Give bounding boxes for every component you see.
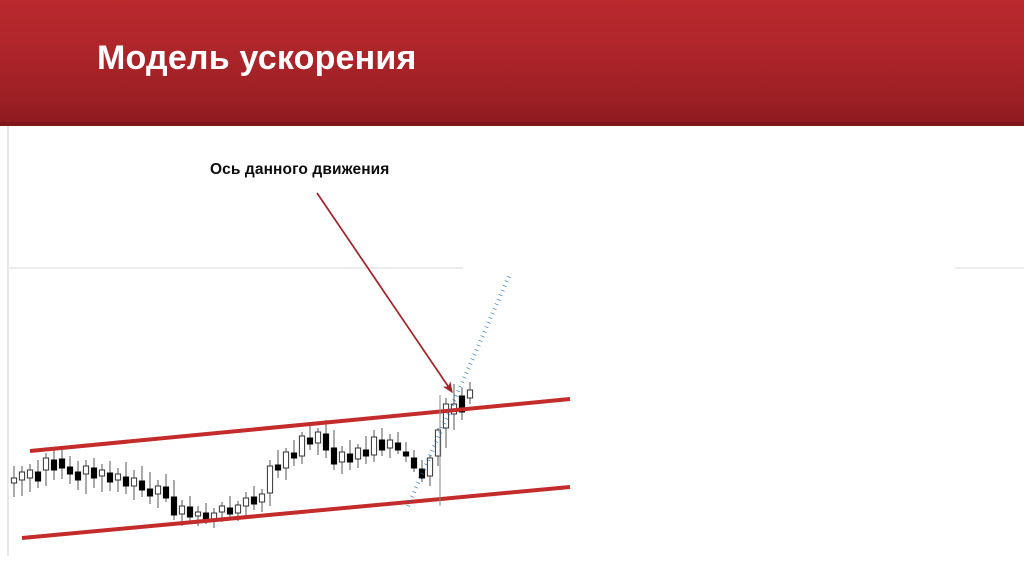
candle-body [34, 471, 42, 482]
candle-body [66, 466, 74, 475]
candle-body [162, 486, 170, 499]
candle-body [234, 504, 242, 514]
candle-body [58, 458, 66, 469]
candle-body [154, 485, 162, 495]
candle-body [298, 435, 306, 457]
candle-body [186, 506, 194, 518]
candle-body [266, 465, 274, 494]
candle-body [42, 457, 50, 471]
slide-header-banner [0, 0, 1024, 122]
candle-body [138, 480, 146, 491]
annotation-arrow-line [316, 192, 453, 394]
candle-body [346, 453, 354, 463]
candle-body [314, 431, 322, 444]
annotation-label: Ось данного движения [210, 161, 390, 178]
candle-body [458, 395, 466, 413]
candle-body [130, 477, 138, 487]
candle-body [362, 449, 370, 457]
candle-body [426, 457, 434, 477]
chart-area [0, 126, 1024, 574]
candle-body [242, 497, 250, 507]
candle-body [290, 452, 298, 459]
trend-channel [21, 397, 571, 540]
candle-body [170, 496, 178, 516]
candle-body [50, 459, 58, 471]
candle-body [194, 511, 202, 517]
channel-line-lower [21, 485, 571, 540]
candle-body [370, 436, 378, 456]
gridline-horizontal-right [955, 267, 1024, 269]
candle-body [394, 442, 402, 451]
candle-body [354, 447, 362, 460]
chart-left-edge [7, 126, 9, 556]
candle-body [10, 477, 18, 484]
candle-body [74, 471, 82, 481]
candlestick-series [10, 382, 474, 528]
channel-line-upper [29, 397, 571, 453]
candle-body [274, 464, 282, 471]
candle-body [258, 493, 266, 503]
candle-body [338, 451, 346, 463]
candle-body [410, 457, 418, 469]
acceleration-axis [406, 275, 511, 507]
candle-body [306, 437, 314, 445]
candle-body [106, 472, 114, 483]
candle-body [330, 447, 338, 465]
page-title: Модель ускорения [97, 39, 417, 77]
candle-body [226, 507, 234, 515]
candle-body [18, 471, 26, 481]
candle-body [114, 473, 122, 481]
candle-body [250, 496, 258, 505]
candle-body [82, 465, 90, 475]
acceleration-axis-line [406, 275, 511, 507]
gridline-horizontal-left [8, 267, 463, 269]
candle-body [98, 469, 106, 477]
header-underline [0, 122, 1024, 126]
candle-body [378, 439, 386, 451]
candle-body [386, 439, 394, 449]
annotation-arrow [316, 192, 453, 394]
candle-body [90, 467, 98, 479]
candle-body [434, 429, 442, 457]
candle-body [466, 389, 474, 399]
candle-body [178, 505, 186, 515]
candle-body [442, 403, 450, 429]
candle-body [402, 451, 410, 457]
candle-body [282, 451, 290, 469]
candle-body [218, 505, 226, 513]
candle-body [146, 488, 154, 497]
candle-body [322, 433, 330, 451]
candle-body [26, 469, 34, 479]
candle-body [122, 476, 130, 487]
